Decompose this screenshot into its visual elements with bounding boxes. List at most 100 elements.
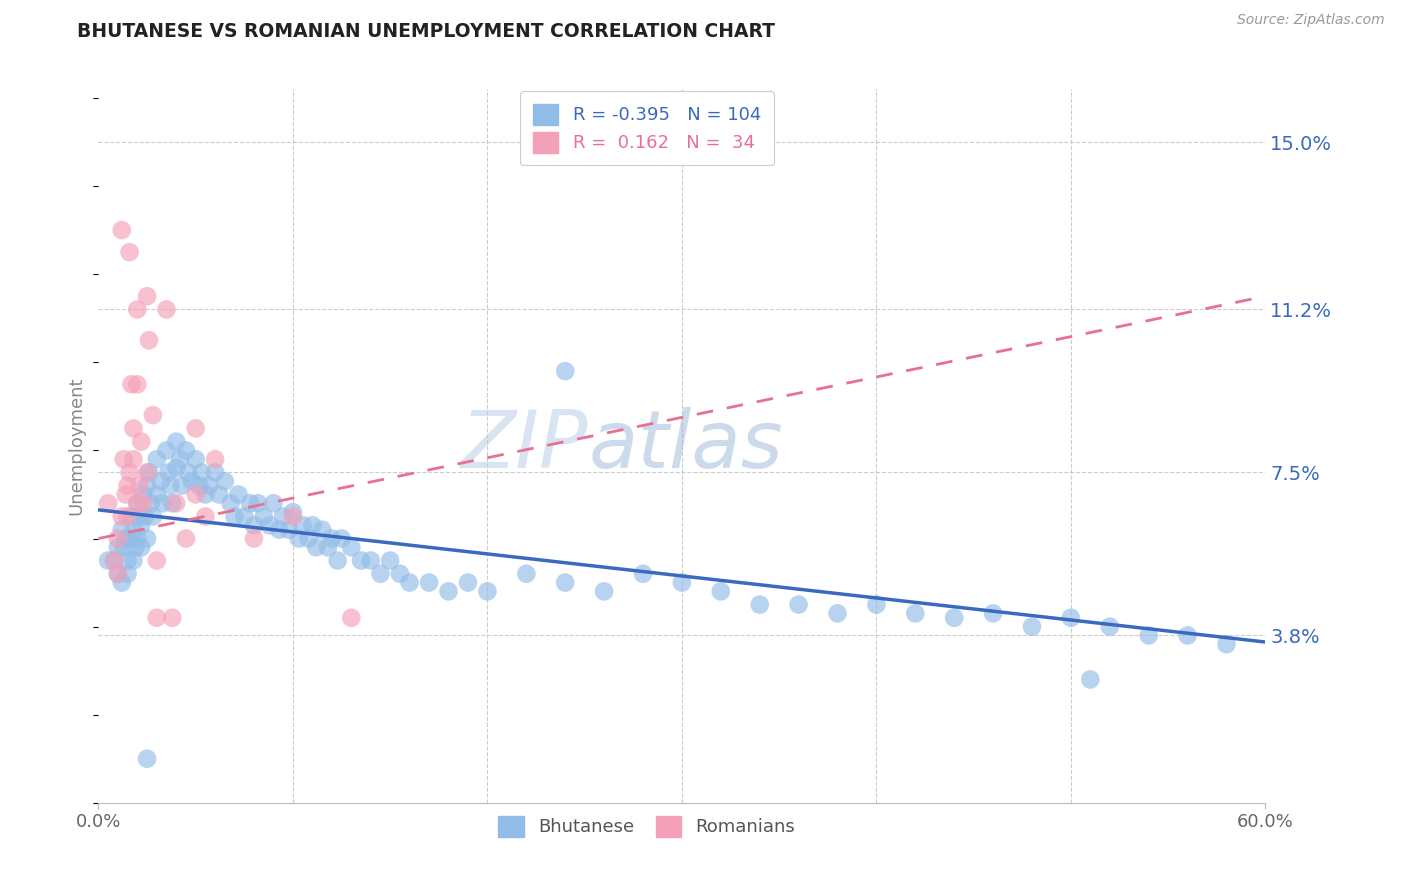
Point	[198, 478, 221, 492]
Point	[103, 553, 125, 567]
Point	[169, 452, 191, 467]
Point	[111, 575, 134, 590]
Point	[127, 377, 149, 392]
Point	[380, 553, 402, 567]
Point	[136, 466, 159, 480]
Point	[311, 523, 333, 537]
Point	[118, 466, 141, 480]
Point	[170, 478, 193, 492]
Point	[398, 575, 420, 590]
Point	[214, 475, 236, 489]
Point	[184, 421, 207, 435]
Point	[188, 478, 211, 492]
Point	[117, 478, 139, 492]
Point	[165, 434, 187, 449]
Point	[271, 509, 294, 524]
Point	[155, 443, 177, 458]
Point	[865, 598, 887, 612]
Point	[219, 496, 242, 510]
Point	[269, 523, 291, 537]
Point	[97, 553, 120, 567]
Point	[194, 487, 217, 501]
Point	[138, 333, 160, 347]
Point	[316, 541, 339, 555]
Point	[117, 553, 139, 567]
Point	[710, 584, 733, 599]
Point	[1137, 628, 1160, 642]
Point	[278, 523, 301, 537]
Point	[554, 575, 576, 590]
Point	[127, 302, 149, 317]
Point	[114, 532, 136, 546]
Point	[155, 302, 177, 317]
Point	[981, 607, 1004, 621]
Point	[146, 553, 169, 567]
Point	[321, 532, 343, 546]
Point	[107, 566, 129, 581]
Point	[162, 611, 184, 625]
Point	[146, 487, 169, 501]
Point	[190, 466, 212, 480]
Point	[129, 541, 152, 555]
Point	[136, 752, 159, 766]
Point	[159, 478, 181, 492]
Point	[515, 566, 537, 581]
Text: atlas: atlas	[589, 407, 783, 485]
Point	[118, 532, 141, 546]
Point	[204, 466, 226, 480]
Point	[204, 452, 226, 467]
Point	[132, 496, 155, 510]
Point	[228, 487, 250, 501]
Point	[128, 509, 150, 524]
Point	[631, 566, 654, 581]
Point	[127, 496, 149, 510]
Point	[122, 553, 145, 567]
Point	[281, 509, 304, 524]
Point	[437, 584, 460, 599]
Point	[165, 496, 187, 510]
Point	[118, 245, 141, 260]
Point	[1177, 628, 1199, 642]
Point	[554, 364, 576, 378]
Point	[194, 509, 217, 524]
Point	[350, 553, 373, 567]
Y-axis label: Unemployment: Unemployment	[67, 376, 86, 516]
Point	[138, 466, 160, 480]
Point	[127, 532, 149, 546]
Point	[174, 443, 197, 458]
Point	[418, 575, 440, 590]
Point	[177, 466, 200, 480]
Point	[787, 598, 810, 612]
Point	[157, 466, 180, 480]
Point	[121, 509, 143, 524]
Point	[262, 496, 284, 510]
Point	[281, 505, 304, 519]
Point	[122, 523, 145, 537]
Point	[360, 553, 382, 567]
Point	[127, 496, 149, 510]
Point	[174, 532, 197, 546]
Point	[904, 607, 927, 621]
Point	[243, 532, 266, 546]
Point	[388, 566, 411, 581]
Text: ZIP: ZIP	[461, 407, 589, 485]
Point	[149, 475, 172, 489]
Point	[136, 289, 159, 303]
Point	[107, 532, 129, 546]
Point	[117, 509, 139, 524]
Point	[184, 452, 207, 467]
Point	[136, 478, 159, 492]
Point	[152, 496, 174, 510]
Point	[208, 487, 231, 501]
Point	[111, 509, 134, 524]
Point	[107, 566, 129, 581]
Point	[146, 452, 169, 467]
Point	[124, 541, 146, 555]
Point	[326, 553, 349, 567]
Point	[291, 518, 314, 533]
Point	[1215, 637, 1237, 651]
Point	[112, 452, 135, 467]
Point	[243, 518, 266, 533]
Point	[121, 377, 143, 392]
Point	[128, 478, 150, 492]
